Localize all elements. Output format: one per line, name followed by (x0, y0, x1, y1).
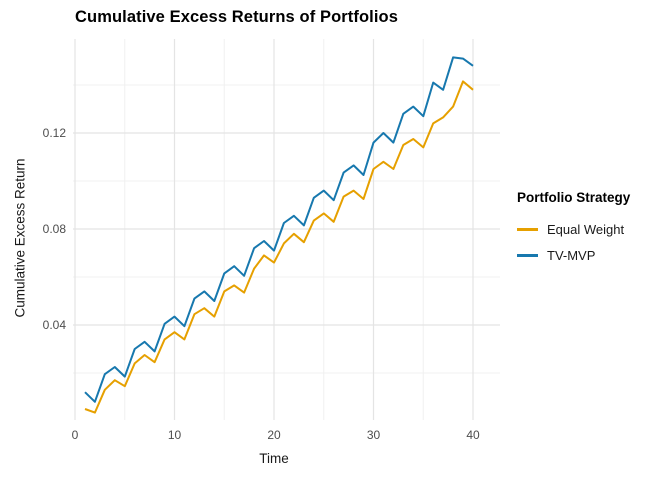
legend-title: Portfolio Strategy (517, 190, 631, 205)
x-tick-label: 30 (366, 428, 381, 442)
legend-item-tv-mvp: TV-MVP (517, 247, 630, 264)
chart-title: Cumulative Excess Returns of Portfolios (75, 8, 398, 26)
legend: Portfolio Strategy Equal Weight TV-MVP (517, 190, 630, 273)
y-tick-label: 0.08 (42, 222, 66, 236)
legend-swatch-tv-mvp-line (517, 254, 538, 257)
x-tick-label: 20 (267, 428, 281, 442)
x-tick-label: 40 (466, 428, 480, 442)
y-axis-title: Cumulative Excess Return (12, 158, 28, 318)
series-line-tv-mvp (84, 56, 474, 403)
x-axis-title: Time (259, 451, 289, 466)
x-tick-label: 10 (167, 428, 182, 442)
y-tick-label: 0.12 (42, 126, 66, 140)
legend-label-tv-mvp: TV-MVP (547, 248, 596, 263)
legend-swatch-equal-weight-line (517, 228, 538, 231)
legend-label-equal-weight: Equal Weight (547, 222, 625, 237)
series-line-equal-weight (84, 80, 474, 414)
y-tick-label: 0.04 (42, 318, 66, 332)
x-tick-label: 0 (71, 428, 79, 442)
legend-item-equal-weight: Equal Weight (517, 221, 630, 238)
